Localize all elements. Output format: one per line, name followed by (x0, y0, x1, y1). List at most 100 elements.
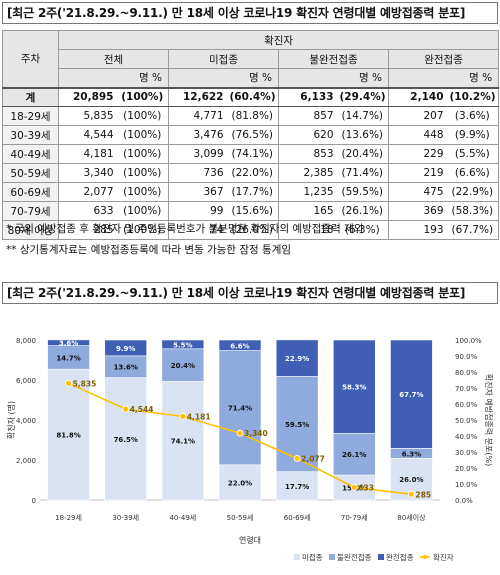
bar-value-label: 58.3% (342, 384, 366, 392)
line-point (293, 455, 301, 462)
line-value-label: 3,340 (244, 429, 268, 438)
confirmed-header: 확진자 (57, 30, 500, 50)
cell-count: 853 (278, 144, 337, 164)
line-value-label: 2,077 (301, 454, 325, 463)
cell-count: 633 (58, 201, 117, 221)
cell-count: 620 (278, 125, 337, 145)
cell-count: 74 (168, 220, 227, 240)
bar-value-label: 81.8% (56, 432, 80, 440)
cell-percent: (81.8%) (226, 106, 279, 126)
cell-percent: (5.5%) (446, 144, 500, 164)
bar-segment (332, 432, 376, 476)
vaccination-table: 주차 확진자 전체 미접종 불완전접종 완전접종 명 % 명 % 명 % 명 %… (2, 30, 500, 240)
cell-count: 4,771 (168, 106, 227, 126)
x-tick-label: 40-49세 (169, 513, 196, 522)
x-tick-label: 70-79세 (341, 513, 368, 522)
legend-label: 확진자 (433, 552, 454, 562)
cell-percent: (26.0%) (226, 220, 279, 240)
cell-count: 18 (278, 220, 337, 240)
cell-percent: (9.9%) (446, 125, 500, 145)
bar-segment (161, 381, 205, 501)
cell-percent: (13.6%) (336, 125, 389, 145)
row-label: 50-59세 (2, 163, 59, 183)
footnote: * 국외 예방접종 후 확진자 및 주민등록번호가 불분명한 확진자의 예방접종… (6, 223, 364, 235)
row-label: 계 (2, 86, 59, 107)
cell-percent: (3.6%) (446, 106, 500, 126)
cell-count: 6,133 (278, 86, 337, 107)
cell-count: 165 (278, 201, 337, 221)
cell-count: 857 (278, 106, 337, 126)
cell-percent: (22.9%) (446, 182, 500, 202)
col-header-total: 전체 (58, 49, 169, 69)
cell-count: 2,140 (388, 86, 447, 107)
cell-count: 4,181 (58, 144, 117, 164)
bar-value-label: 71.4% (228, 405, 252, 413)
bar-segment (218, 350, 262, 466)
bar-segment (104, 339, 148, 357)
bar-value-label: 26.0% (399, 476, 423, 484)
bar-value-label: 26.1% (342, 451, 366, 459)
cell-count: 3,099 (168, 144, 227, 164)
y-axis-label-right: 확진자 예방접종력 분포(%) (484, 374, 494, 467)
cell-percent: (100%) (116, 106, 169, 126)
cell-percent: (17.7%) (226, 182, 279, 202)
line-point (179, 412, 187, 420)
bar-value-label: 74.1% (171, 438, 195, 446)
cell-percent: (20.4%) (336, 144, 389, 164)
col-header-unvaccinated: 미접종 (168, 49, 279, 69)
cell-count: 367 (168, 182, 227, 202)
bar-value-label: 13.6% (114, 364, 138, 372)
cell-count: 219 (388, 163, 447, 183)
bar-segment (275, 339, 319, 377)
cell-count: 20,895 (58, 86, 117, 107)
line-value-label: 5,835 (73, 379, 97, 388)
cell-percent: (14.7%) (336, 106, 389, 126)
cell-percent: (100%) (116, 144, 169, 164)
y-tick-label-right: 90.0% (455, 353, 478, 361)
cell-percent: (29.4%) (336, 86, 389, 107)
table-row: 70-79세 633 (100%) 99 (15.6%) 165 (26.1%) 369 (58… (2, 201, 500, 221)
bar-segment (275, 471, 319, 501)
bar-value-label: 5.5% (173, 341, 192, 349)
y-tick-label-left: 4,000 (16, 417, 36, 425)
y-tick-label-right: 10.0% (455, 481, 478, 489)
x-tick-label: 80세이상 (397, 513, 426, 522)
bar-segment (390, 339, 433, 449)
x-tick-label: 50-59세 (227, 513, 254, 522)
cell-count: 3,476 (168, 125, 227, 145)
cell-count: 2,385 (278, 163, 337, 183)
bar-segment (161, 348, 205, 382)
chart-title: [최근 2주('21.8.29.~9.11.) 만 18세 이상 코로나19 확… (2, 282, 498, 304)
cell-percent: (10.2%) (446, 86, 500, 107)
cell-percent: (58.3%) (446, 201, 500, 221)
cell-percent: (100%) (116, 86, 169, 107)
bar-segment (332, 339, 376, 434)
row-label: 60-69세 (2, 182, 59, 202)
bar-segment (47, 339, 90, 346)
cell-count: 12,622 (168, 86, 227, 107)
table-title: [최근 2주('21.8.29.~9.11.) 만 18세 이상 코로나19 확… (2, 2, 498, 24)
bar-value-label: 17.7% (285, 483, 309, 491)
y-tick-label-left: 2,000 (16, 457, 36, 465)
stacked-bar-line-chart: 0 2,000 4,000 6,000 8,000 0.0% 10.0% 20.0% 30.0%… (6, 337, 494, 562)
cell-percent: (76.5%) (226, 125, 279, 145)
col-header-full: 완전접종 (387, 49, 500, 69)
row-label: 40-49세 (2, 144, 59, 164)
bar-value-label: 6.6% (230, 342, 249, 350)
cell-percent: (100%) (116, 201, 169, 221)
bar-value-label: 22.0% (228, 479, 252, 487)
footnotes: * 국외 예방접종 후 확진자 및 주민등록번호가 불분명한 확진자의 예방접종… (6, 222, 363, 264)
line-value-label: 4,544 (130, 405, 154, 414)
bar-segment (218, 464, 262, 501)
bar-value-label: 67.7% (399, 391, 423, 399)
bar-segment (161, 339, 205, 350)
bar-value-label: 20.4% (171, 362, 195, 370)
cell-percent: (59.5%) (336, 182, 389, 202)
x-axis-label: 연령대 (239, 536, 261, 545)
cell-percent: (100%) (116, 182, 169, 202)
unit-label: 명 % (58, 68, 169, 88)
bar-value-label: 6.3% (402, 450, 421, 458)
y-tick-label-right: 60.0% (455, 401, 478, 409)
cell-percent: (60.4%) (226, 86, 279, 107)
cell-percent: (15.6%) (226, 201, 279, 221)
